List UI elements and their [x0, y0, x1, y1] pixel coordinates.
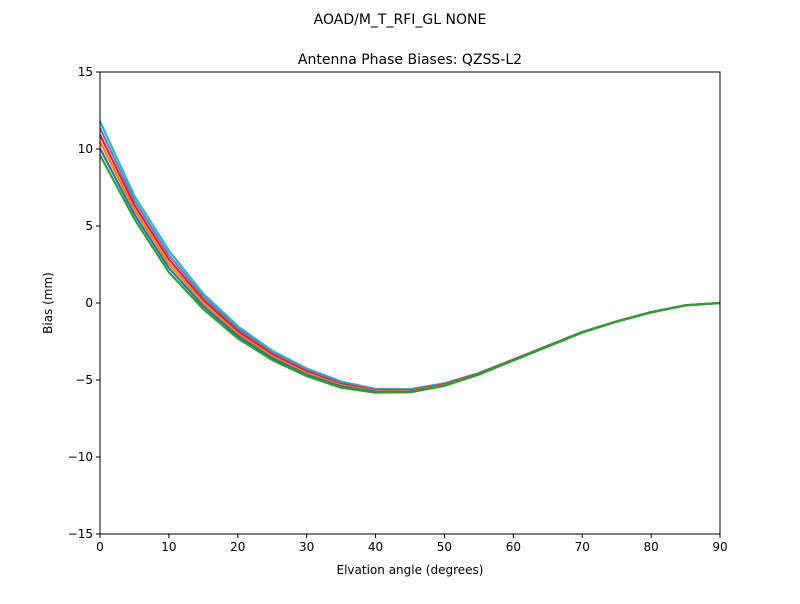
- x-tick-label: 30: [299, 540, 314, 554]
- x-tick-label: 60: [506, 540, 521, 554]
- series-line-1: [99, 127, 721, 391]
- y-tick-label: 15: [78, 65, 93, 79]
- series-line-4: [99, 147, 721, 393]
- x-tick-label: 70: [575, 540, 590, 554]
- y-tick-label: 0: [85, 296, 93, 310]
- y-tick-label: 5: [85, 219, 93, 233]
- x-tick-label: 0: [96, 540, 104, 554]
- series-lines: [99, 120, 721, 394]
- x-tick-label: 50: [437, 540, 452, 554]
- y-tick-label: −10: [68, 450, 93, 464]
- x-tick-label: 10: [161, 540, 176, 554]
- x-tick-label: 90: [712, 540, 727, 554]
- x-tick-label: 80: [643, 540, 658, 554]
- y-axis-label: Bias (mm): [41, 272, 55, 334]
- series-line-2: [99, 134, 721, 392]
- y-tick-label: 10: [78, 142, 93, 156]
- series-line-0: [99, 120, 721, 391]
- axis-ticks: 0 10 20 30 40 50 60 70 80 90 −15 −10 −5 0 5 10 15: [68, 65, 728, 554]
- series-line-5: [99, 154, 721, 394]
- series-line-3: [99, 141, 721, 393]
- suptitle: AOAD/M_T_RFI_GL NONE: [314, 12, 487, 28]
- chart-title: Antenna Phase Biases: QZSS-L2: [298, 52, 522, 68]
- y-tick-label: −5: [75, 373, 93, 387]
- x-tick-label: 20: [230, 540, 245, 554]
- y-tick-label: −15: [68, 527, 93, 541]
- x-axis-label: Elvation angle (degrees): [337, 563, 484, 577]
- plot-frame: [99, 71, 721, 535]
- x-tick-label: 40: [368, 540, 383, 554]
